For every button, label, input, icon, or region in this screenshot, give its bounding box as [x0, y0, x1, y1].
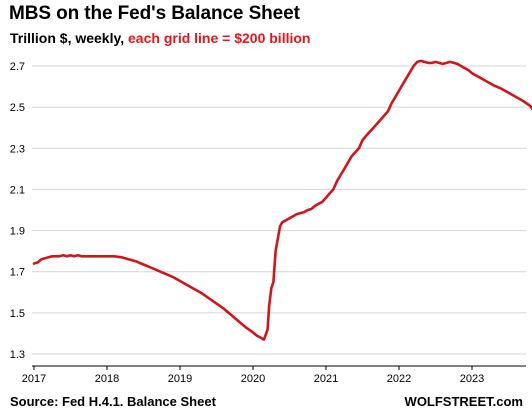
y-axis-ticks: 1.3 1.5 1.7 1.9 2.1 2.3 2.5 2.7 — [10, 61, 25, 361]
x-tick-label: 2018 — [95, 373, 119, 385]
x-tick-label: 2020 — [241, 373, 265, 385]
x-tick-label: 2021 — [314, 373, 338, 385]
chart-subtitle: Trillion $, weekly, each grid line = $20… — [10, 30, 310, 46]
chart-title: MBS on the Fed's Balance Sheet — [9, 3, 300, 24]
gridlines — [32, 65, 526, 355]
y-tick-label: 1.3 — [10, 349, 25, 361]
y-tick-label: 2.3 — [10, 143, 25, 155]
x-tick-label: 2022 — [387, 373, 411, 385]
series-line-mbs — [32, 59, 532, 341]
subtitle-units: Trillion $, weekly, — [10, 30, 129, 46]
y-tick-label: 1.5 — [10, 308, 25, 320]
brand-label: WOLFSTREET.com — [404, 394, 523, 409]
x-tick-label: 2023 — [460, 373, 484, 385]
y-tick-label: 2.7 — [10, 61, 25, 73]
source-note: Source: Fed H.4.1. Balance Sheet — [10, 394, 216, 409]
y-tick-label: 1.9 — [10, 226, 25, 238]
y-tick-label: 1.7 — [10, 267, 25, 279]
x-tick-label: 2019 — [168, 373, 192, 385]
x-axis-ticks: 2017 2018 2019 2020 2021 2022 2023 — [22, 366, 484, 385]
y-tick-label: 2.1 — [10, 184, 25, 196]
y-tick-label: 2.5 — [10, 102, 25, 114]
subtitle-gridline-note: each grid line = $200 billion — [128, 30, 311, 46]
x-tick-label: 2017 — [22, 373, 46, 385]
